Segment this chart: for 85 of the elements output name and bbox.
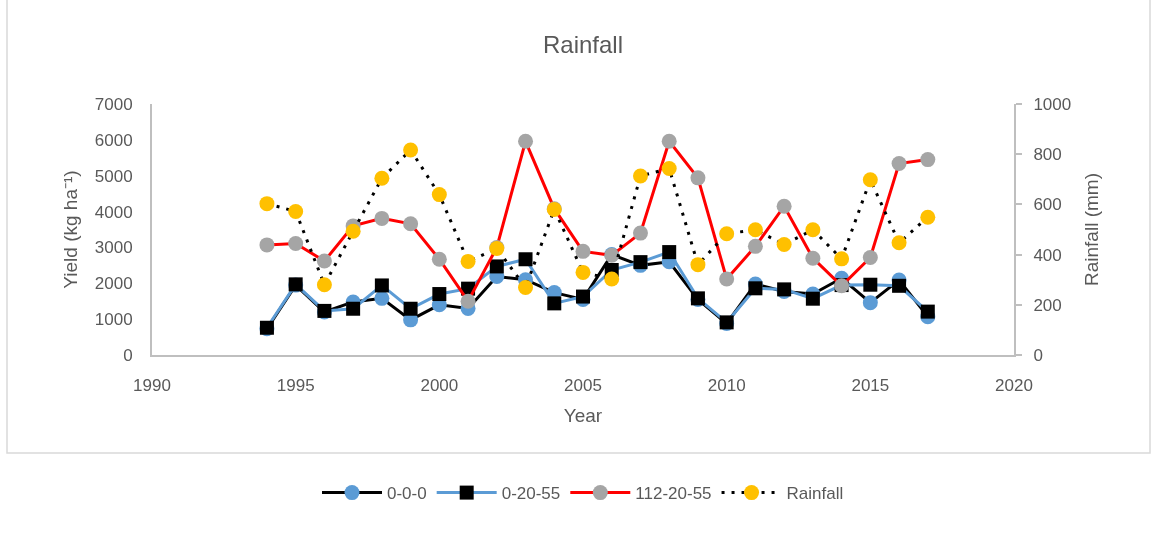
point bbox=[661, 161, 677, 176]
x-tick-label: 2000 bbox=[420, 376, 459, 396]
y-tick-label: 3000 bbox=[94, 238, 133, 258]
point bbox=[259, 196, 275, 212]
point bbox=[863, 277, 878, 292]
y-axis-title: Yield (kg ha⁻¹) bbox=[60, 170, 82, 289]
point bbox=[632, 225, 648, 241]
chart-title: Rainfall bbox=[542, 31, 624, 59]
y2-tick-label: 600 bbox=[1033, 195, 1062, 215]
point bbox=[747, 222, 763, 238]
point bbox=[431, 251, 447, 267]
point bbox=[892, 278, 907, 293]
point bbox=[575, 243, 591, 259]
point bbox=[431, 187, 447, 203]
point bbox=[432, 287, 447, 302]
point bbox=[575, 264, 591, 280]
legend-label: Rainfall bbox=[786, 484, 844, 504]
point bbox=[518, 133, 534, 149]
point bbox=[862, 249, 878, 265]
point bbox=[920, 152, 936, 168]
point bbox=[862, 295, 878, 311]
y-tick-label: 7000 bbox=[94, 94, 133, 114]
point bbox=[460, 253, 476, 269]
x-tick-label: 1990 bbox=[133, 376, 171, 396]
y2-tick-label: 400 bbox=[1033, 245, 1062, 265]
y-tick-label: 6000 bbox=[94, 130, 133, 150]
y-tick-label: 5000 bbox=[94, 166, 133, 186]
point bbox=[345, 223, 361, 239]
x-tick-label: 2010 bbox=[707, 376, 746, 396]
y2-tick-label: 0 bbox=[1033, 345, 1043, 365]
point bbox=[518, 252, 533, 267]
point bbox=[460, 293, 476, 309]
y2-tick-label: 200 bbox=[1033, 295, 1062, 315]
point bbox=[891, 156, 907, 172]
point bbox=[288, 203, 304, 219]
x-tick-label: 2015 bbox=[851, 376, 890, 396]
point bbox=[403, 142, 419, 158]
point bbox=[374, 170, 390, 186]
point bbox=[518, 279, 534, 295]
point bbox=[316, 277, 332, 293]
point bbox=[747, 238, 763, 254]
point bbox=[862, 172, 878, 188]
legend-label: 112-20-55 bbox=[635, 484, 712, 504]
x-tick-label: 2020 bbox=[995, 376, 1033, 396]
point bbox=[604, 271, 620, 287]
point bbox=[259, 237, 275, 253]
point bbox=[489, 259, 504, 274]
point bbox=[748, 281, 763, 296]
point bbox=[547, 296, 562, 311]
x-tick-label: 1995 bbox=[276, 376, 315, 396]
point bbox=[403, 216, 419, 232]
point bbox=[776, 237, 792, 253]
point bbox=[662, 245, 677, 260]
point bbox=[834, 251, 850, 267]
legend-label: 0-20-55 bbox=[501, 484, 561, 504]
point bbox=[891, 235, 907, 251]
point bbox=[805, 250, 821, 266]
point bbox=[632, 168, 648, 184]
point bbox=[776, 198, 792, 214]
point bbox=[374, 290, 390, 306]
point bbox=[690, 257, 706, 273]
point bbox=[661, 133, 677, 149]
y-tick-label: 1000 bbox=[94, 310, 133, 330]
point bbox=[374, 210, 390, 226]
y-tick-label: 4000 bbox=[94, 202, 133, 222]
point bbox=[805, 222, 821, 238]
point bbox=[719, 271, 735, 287]
point bbox=[288, 235, 304, 251]
y-tick-label: 2000 bbox=[94, 274, 133, 294]
y2-tick-label: 1000 bbox=[1033, 94, 1072, 114]
y-tick-label: 0 bbox=[123, 345, 133, 365]
x-axis-title: Year bbox=[563, 404, 603, 426]
y2-tick-label: 800 bbox=[1033, 145, 1062, 165]
point bbox=[374, 278, 389, 293]
point bbox=[719, 226, 735, 242]
point bbox=[690, 170, 706, 186]
point bbox=[920, 304, 935, 319]
point bbox=[805, 291, 820, 306]
y2-axis-title: Rainfall (mm) bbox=[1080, 173, 1102, 286]
point bbox=[316, 253, 332, 269]
legend-label: 0-0-0 bbox=[387, 484, 427, 504]
point bbox=[403, 301, 418, 316]
x-tick-label: 2005 bbox=[564, 376, 602, 396]
point bbox=[346, 301, 361, 316]
point bbox=[920, 209, 936, 225]
